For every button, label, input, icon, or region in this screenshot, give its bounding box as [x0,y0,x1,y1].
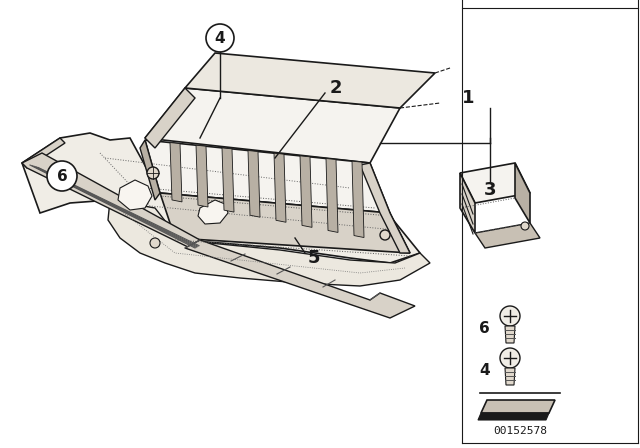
Polygon shape [478,413,549,420]
Circle shape [147,167,159,179]
Polygon shape [460,163,530,203]
Polygon shape [196,145,208,207]
Circle shape [380,230,390,240]
Polygon shape [198,200,228,224]
Polygon shape [352,161,364,237]
Polygon shape [140,140,160,200]
Polygon shape [22,138,65,168]
Polygon shape [505,368,515,385]
Polygon shape [108,200,430,286]
Polygon shape [274,153,286,222]
Circle shape [206,24,234,52]
Polygon shape [22,153,200,248]
Text: 2: 2 [330,79,342,97]
Polygon shape [185,53,435,108]
Polygon shape [515,163,530,223]
Polygon shape [185,240,415,318]
Polygon shape [145,88,400,163]
Text: 3: 3 [484,181,496,199]
Circle shape [500,348,520,368]
Polygon shape [145,140,390,213]
Polygon shape [460,173,475,233]
Polygon shape [145,88,195,148]
Polygon shape [360,163,410,253]
Polygon shape [118,180,152,210]
Text: 4: 4 [214,30,225,46]
Text: 6: 6 [479,320,490,336]
Text: 6: 6 [56,168,67,184]
Circle shape [47,161,77,191]
Circle shape [521,222,529,230]
Text: 00152578: 00152578 [493,426,547,436]
Polygon shape [160,193,410,253]
Circle shape [500,306,520,326]
Text: 5: 5 [308,249,321,267]
Polygon shape [22,133,420,263]
Text: 4: 4 [479,362,490,378]
Polygon shape [326,159,338,233]
Polygon shape [222,148,234,212]
Polygon shape [248,151,260,217]
Polygon shape [170,142,182,202]
Polygon shape [475,223,540,248]
Circle shape [150,238,160,248]
Polygon shape [481,400,555,413]
Polygon shape [505,326,515,343]
Polygon shape [300,156,312,227]
Text: 1: 1 [461,89,474,107]
